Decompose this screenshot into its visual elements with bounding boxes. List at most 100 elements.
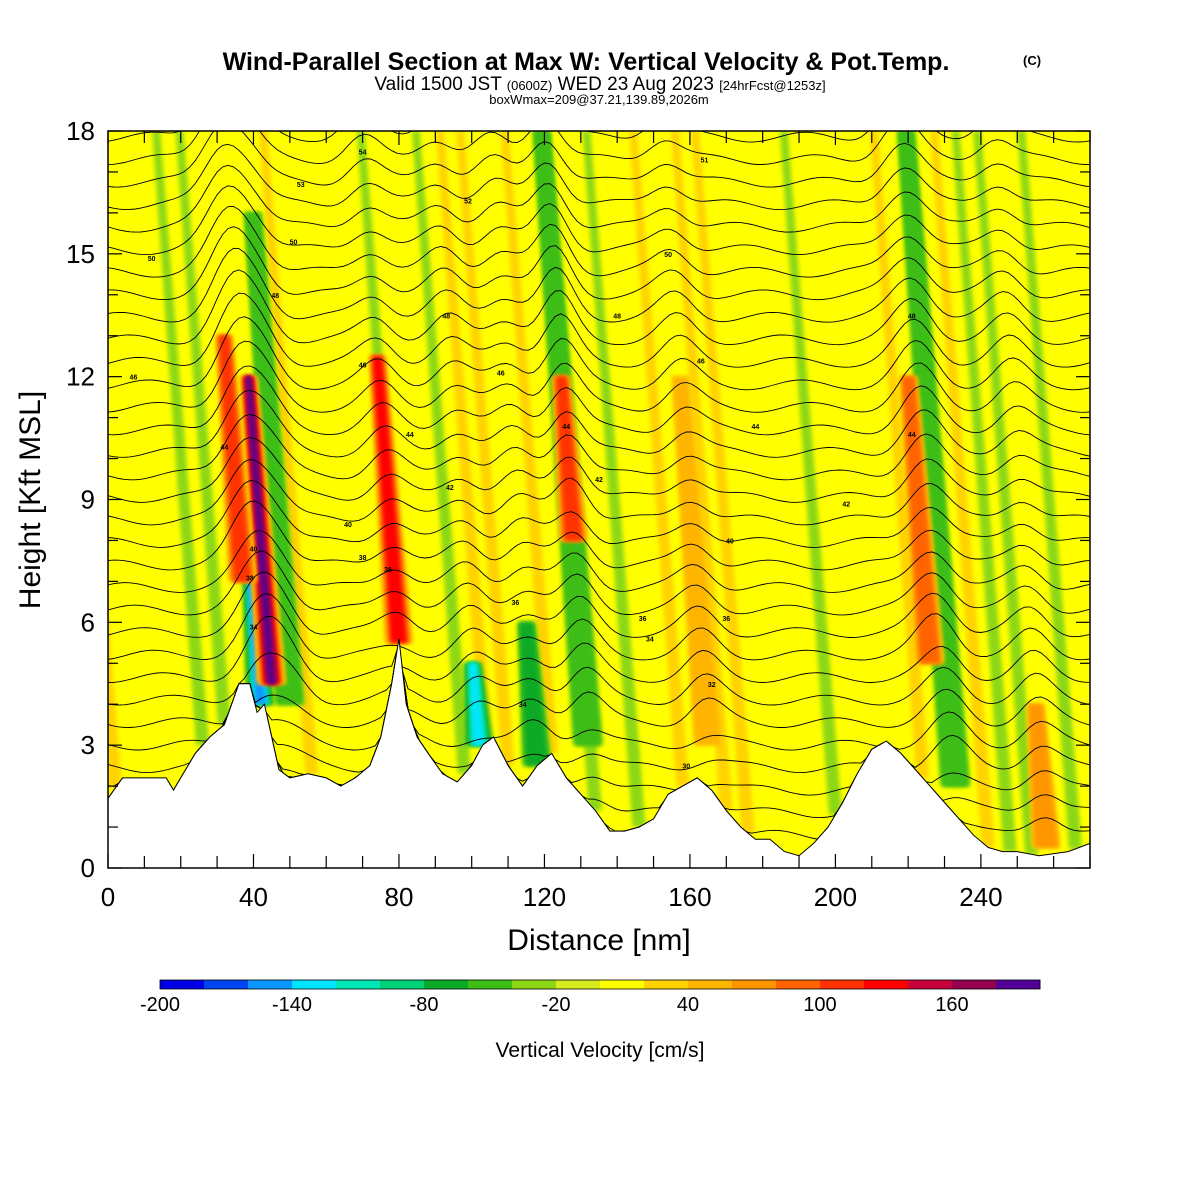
field-band <box>582 131 646 828</box>
theta-label: 52 <box>464 199 472 206</box>
theta-contour-line <box>108 500 1090 571</box>
theta-label: 54 <box>359 149 367 156</box>
updraft-column <box>219 335 251 582</box>
theta-label: 30 <box>682 764 690 771</box>
colorbar-tick-label: -140 <box>272 994 312 1016</box>
theta-contour-line <box>108 185 1090 256</box>
copyright-mark: (C) <box>1023 53 1041 68</box>
colorbar-swatch <box>380 980 425 989</box>
colorbar-tick-label: 40 <box>677 994 699 1016</box>
y-tick-label: 15 <box>66 239 95 269</box>
theta-contour-line <box>108 413 1090 481</box>
updraft-column <box>902 376 940 664</box>
theta-label: 34 <box>646 637 654 644</box>
field-band <box>779 131 842 815</box>
theta-label: 44 <box>751 424 759 431</box>
theta-contour-line <box>108 365 1090 436</box>
y-tick-label: 18 <box>66 116 95 146</box>
theta-contour-line <box>108 340 1090 413</box>
theta-label: 36 <box>722 616 730 623</box>
terrain-mask <box>107 638 1091 869</box>
field-band <box>671 131 733 811</box>
x-tick-label: 80 <box>385 882 414 912</box>
theta-contour-line <box>108 437 1090 503</box>
y-tick-label: 3 <box>81 730 95 760</box>
colorbar-tick-label: -80 <box>410 994 439 1016</box>
colorbar-swatch <box>468 980 513 989</box>
chart-subtitle: Valid 1500 JST (0600Z) WED 23 Aug 2023 [… <box>374 74 825 95</box>
theta-label: 44 <box>908 432 916 439</box>
x-tick-label: 0 <box>101 882 115 912</box>
theta-label: 36 <box>384 567 392 574</box>
plot-area: 54 53 52 51 50 50 50 48 48 48 48 46 46 46 46 44 44 44 44 44… <box>107 130 1091 869</box>
colorbar-swatch <box>996 980 1041 989</box>
box-info: boxWmax=209@37.21,139.89,2026m <box>489 92 709 107</box>
updraft-column <box>1028 704 1058 848</box>
theta-contour-line <box>108 131 1090 188</box>
field-band <box>500 131 559 754</box>
x-axis-label: Distance [nm] <box>507 924 690 957</box>
theta-contour-line <box>108 615 1090 683</box>
valid-date: WED 23 Aug 2023 <box>558 74 714 95</box>
theta-label: 38 <box>246 575 254 582</box>
colorbar-swatch <box>248 980 293 989</box>
theta-contour-line <box>108 131 1090 143</box>
theta-label: 40 <box>250 547 258 554</box>
field-band <box>175 131 231 725</box>
field-band <box>436 131 493 743</box>
theta-contour-line <box>108 649 1090 706</box>
theta-label: 48 <box>613 313 621 320</box>
x-axis: 0 40 80 120 160 200 240 <box>101 131 1091 912</box>
x-tick-label: 40 <box>239 882 268 912</box>
colorbar-swatch <box>204 980 249 989</box>
y-tick-label: 9 <box>81 485 95 515</box>
theta-contour-line <box>108 292 1090 368</box>
theta-contour-line <box>108 269 1090 346</box>
colorbar-tick-label: 160 <box>935 994 968 1016</box>
theta-label: 46 <box>359 362 367 369</box>
theta-contour-line <box>108 226 1090 301</box>
colorbar-swatch <box>688 980 733 989</box>
theta-contour-line <box>108 316 1090 391</box>
theta-label: 46 <box>697 358 705 365</box>
theta-contour-line <box>108 205 1090 278</box>
theta-label: 48 <box>442 313 450 320</box>
colorbar-swatch <box>600 980 645 989</box>
theta-label: 51 <box>701 158 709 165</box>
theta-label: 44 <box>562 424 570 431</box>
colorbar-title: Vertical Velocity [cm/s] <box>496 1039 705 1062</box>
theta-label: 46 <box>497 371 505 378</box>
colorbar-swatch <box>556 980 601 989</box>
valid-time-utc: (0600Z) <box>507 78 553 93</box>
theta-contour-labels: 54 53 52 51 50 50 50 48 48 48 48 46 46 46 46 44 44 44 44 44… <box>130 149 916 770</box>
downdraft-column <box>245 212 302 705</box>
colorbar-swatch <box>952 980 997 989</box>
updraft-column <box>672 376 722 746</box>
theta-label: 42 <box>595 477 603 484</box>
field-band <box>930 131 995 848</box>
theta-label: 38 <box>359 555 367 562</box>
theta-label: 34 <box>519 702 527 709</box>
theta-contour-line <box>108 480 1090 548</box>
theta-label: 50 <box>664 252 672 259</box>
theta-contour-line <box>108 649 1090 751</box>
theta-contour-line <box>108 247 1090 323</box>
downdraft-column <box>469 663 485 746</box>
updraft-column <box>556 376 582 541</box>
downdraft-column <box>899 131 967 787</box>
theta-label: 46 <box>130 375 138 382</box>
theta-label: 40 <box>344 522 352 529</box>
theta-label: 44 <box>220 444 228 451</box>
colorbar-swatch <box>424 980 469 989</box>
theta-label: 36 <box>639 616 647 623</box>
y-tick-label: 12 <box>66 362 95 392</box>
theta-label: 53 <box>297 182 305 189</box>
colorbar-swatch <box>160 980 205 989</box>
field-band <box>951 131 1017 852</box>
x-tick-label: 200 <box>814 882 857 912</box>
field-band <box>691 131 755 834</box>
valid-time: Valid 1500 JST <box>374 74 502 95</box>
theta-label: 40 <box>726 538 734 545</box>
theta-contour-line <box>108 571 1090 638</box>
